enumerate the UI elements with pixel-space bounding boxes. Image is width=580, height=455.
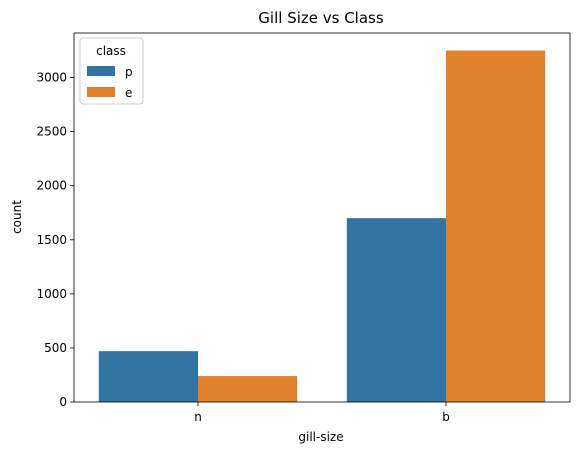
legend-label-p: p [125, 65, 133, 79]
legend: class p e [79, 37, 144, 105]
y-tick-label: 3000 [36, 71, 67, 85]
y-tick-label: 2500 [36, 125, 67, 139]
x-axis-label: gill-size [298, 430, 343, 444]
legend-title: class [96, 44, 126, 58]
y-tick-label: 500 [44, 341, 67, 355]
y-tick-label: 1000 [36, 287, 67, 301]
y-tick-label: 2000 [36, 179, 67, 193]
bar-e-n [198, 376, 298, 402]
y-axis-label: count [10, 200, 24, 234]
legend-label-e: e [125, 86, 132, 100]
x-tick-label: b [442, 410, 450, 424]
bar-e-b [446, 50, 546, 402]
bar-p-b [346, 218, 446, 402]
y-axis-ticks: 0 500 1000 1500 2000 2500 3000 [36, 71, 74, 409]
x-tick-label: n [194, 410, 202, 424]
y-tick-label: 0 [59, 395, 67, 409]
y-tick-label: 1500 [36, 233, 67, 247]
bars-group [98, 50, 546, 402]
legend-swatch-p [87, 66, 115, 76]
chart-title: Gill Size vs Class [258, 9, 384, 27]
plot-frame [73, 32, 571, 403]
legend-swatch-e [87, 87, 115, 97]
bar-p-n [98, 351, 198, 402]
